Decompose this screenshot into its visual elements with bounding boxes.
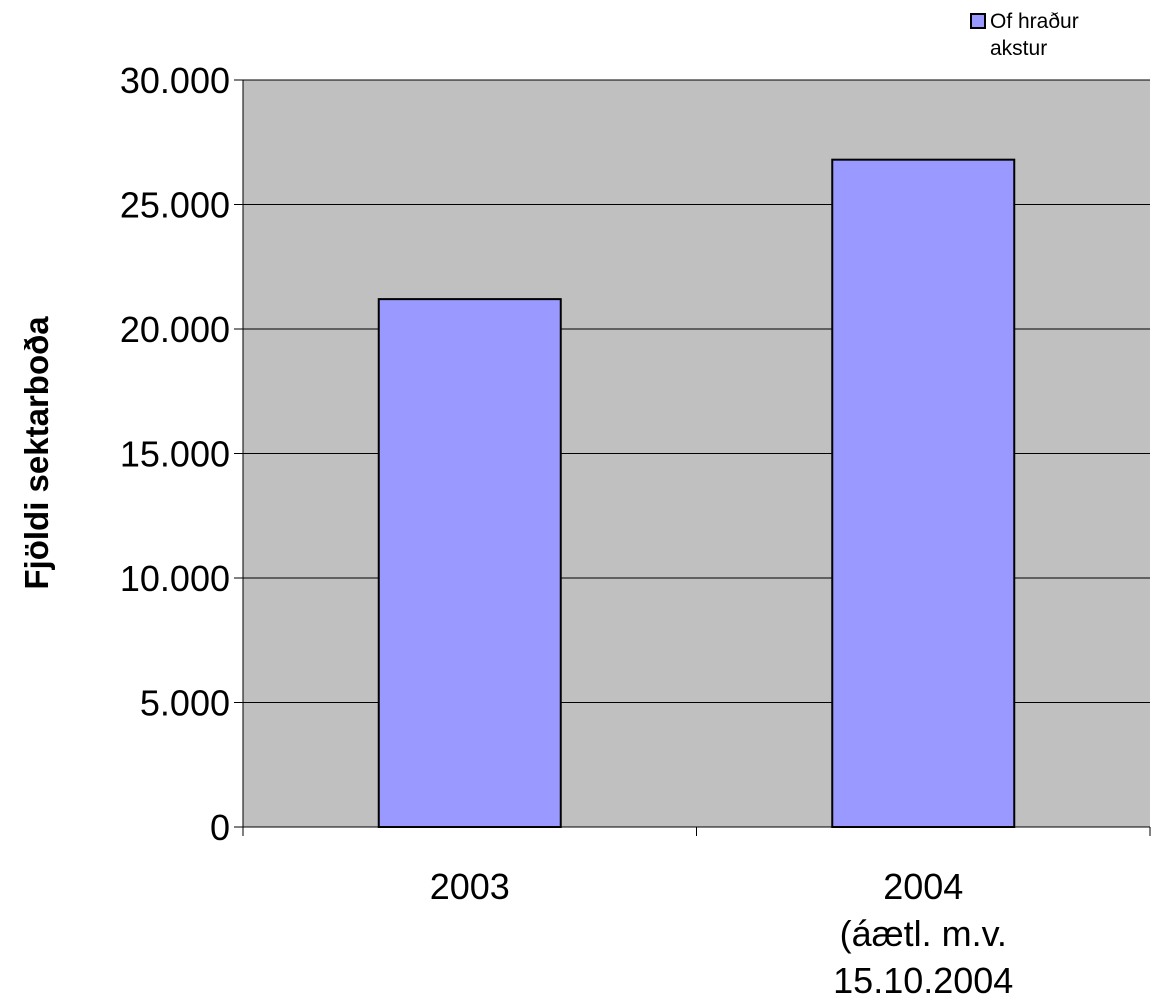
- legend-label-1: akstur: [990, 37, 1047, 60]
- x-tick-labels: 2003 2004 (áætl. m.v. 15.10.2004: [430, 866, 1014, 1001]
- x-tick-label-1-0: 2004: [883, 866, 963, 907]
- y-tick-label-6: 30.000: [120, 60, 230, 101]
- legend-label-0: Of hraður: [990, 10, 1079, 33]
- x-tick-label-1-2: 15.10.2004: [833, 960, 1013, 1001]
- y-tick-label-2: 10.000: [120, 558, 230, 599]
- legend: Of hraður akstur: [970, 10, 1079, 60]
- y-tick-label-5: 25.000: [120, 185, 230, 226]
- x-tick-label-0-0: 2003: [430, 866, 510, 907]
- y-tick-labels: 0 5.000 10.000 15.000 20.000 25.000 30.000: [120, 60, 230, 848]
- bars: [377, 158, 1016, 828]
- bar-0: [377, 298, 562, 828]
- x-tick-label-1-1: (áætl. m.v.: [840, 913, 1007, 954]
- legend-swatch: [970, 13, 986, 29]
- axes: [234, 79, 1151, 836]
- y-axis-label: Fjöldi sektarboða: [18, 316, 55, 590]
- y-tick-label-0: 0: [210, 807, 230, 848]
- y-tick-label-3: 15.000: [120, 434, 230, 475]
- y-tick-label-1: 5.000: [140, 683, 230, 724]
- y-tick-label-4: 20.000: [120, 309, 230, 350]
- bar-1: [831, 158, 1016, 828]
